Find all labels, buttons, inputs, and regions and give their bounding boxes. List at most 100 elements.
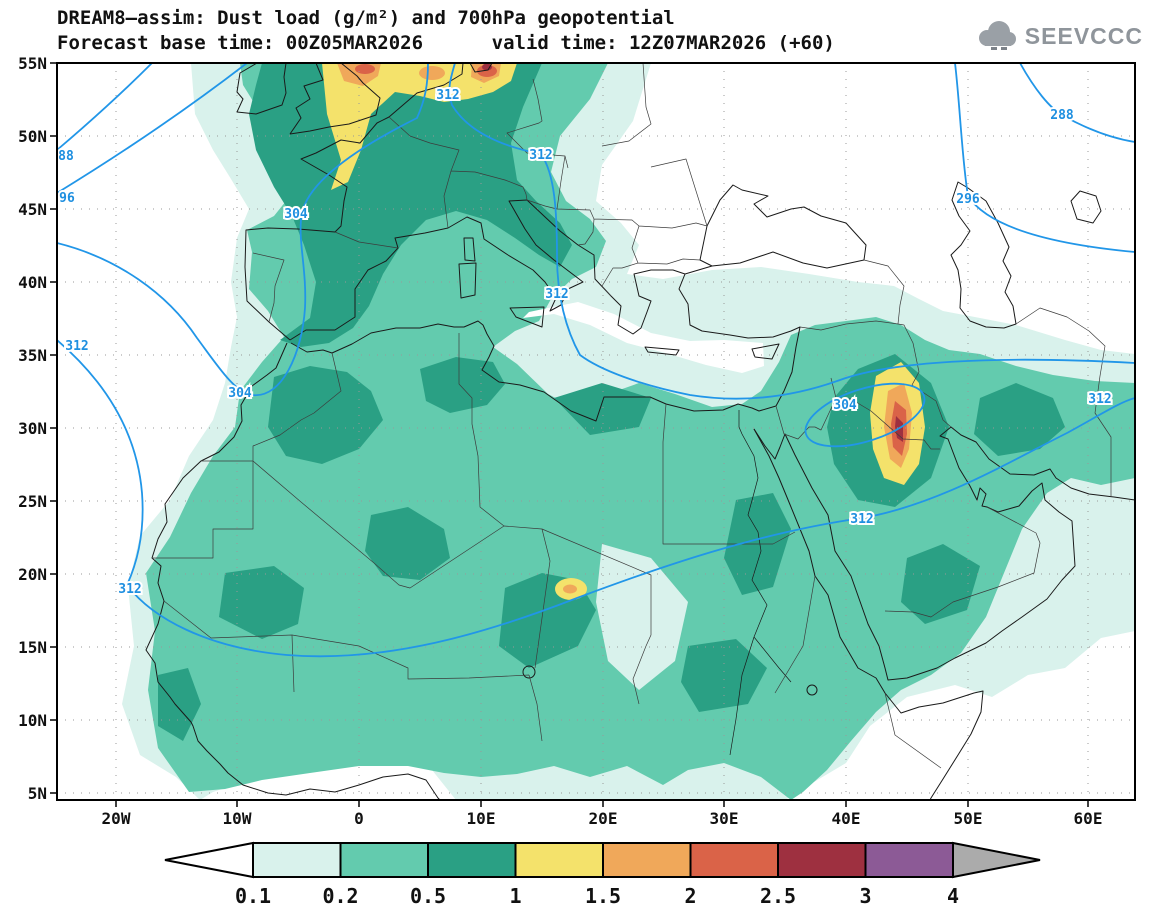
- lat-tick-label: 35N: [18, 346, 47, 365]
- coastline: [290, 273, 801, 422]
- lon-tick-label: 10W: [223, 809, 252, 828]
- lat-tick-label: 50N: [18, 127, 47, 146]
- lat-tick-label: 10N: [18, 711, 47, 730]
- lat-axis: 55N 50N 45N 40N 35N 30N 25N 20N 15N 10N …: [18, 54, 47, 803]
- colorbar-tick-label: 4: [947, 884, 959, 907]
- lat-tick-label: 30N: [18, 419, 47, 438]
- lon-tick-label: 60E: [1074, 809, 1103, 828]
- colorbar-tick-label: 0.5: [410, 884, 446, 907]
- lon-tick-label: 50E: [954, 809, 983, 828]
- dust-region: [355, 64, 375, 74]
- lat-tick-label: 25N: [18, 492, 47, 511]
- colorbar-arrow-right: [952, 841, 1041, 879]
- coastline-caspian: [950, 181, 1017, 329]
- border-line: [201, 352, 342, 462]
- coastline-island: [458, 262, 477, 299]
- contour-296: [57, 63, 248, 194]
- dust-region: [974, 383, 1065, 456]
- coastline-island: [509, 306, 545, 328]
- coastline: [526, 184, 867, 335]
- contour-312: [57, 339, 1135, 658]
- dust-region: [482, 63, 492, 71]
- dust-region: [419, 66, 445, 80]
- lake-chad: [522, 665, 536, 679]
- lon-tick-marks: [115, 800, 1089, 807]
- coastline-denmark: [469, 63, 493, 73]
- colorbar-segment: [689, 842, 779, 878]
- coastline-aral: [1070, 190, 1102, 224]
- contour-288: [1019, 63, 1135, 143]
- coastline: [753, 426, 1135, 681]
- logo-text: SEEVCCC: [1024, 22, 1143, 49]
- border-line: [534, 528, 551, 669]
- colorbar-segment: [777, 842, 867, 878]
- contour-label: 304: [228, 386, 252, 401]
- colorbar: 0.1 0.2 0.5 1 1.5 2 2.5 3 4: [164, 841, 1041, 907]
- map-frame: [50, 62, 1136, 807]
- coastline-island: [751, 343, 780, 360]
- contour-312: [448, 63, 1135, 400]
- contour-label: 312: [529, 148, 552, 163]
- contour-label: 96: [59, 191, 75, 206]
- lat-tick-label: 20N: [18, 565, 47, 584]
- contour-288: [57, 63, 153, 151]
- contour-304-closed-low: [804, 382, 926, 448]
- coastline-island: [463, 237, 476, 262]
- geopotential-labels: 88 96 304 304 312 312 312 312 312 312 31…: [57, 86, 1114, 599]
- colorbar-segment: [602, 842, 692, 878]
- lon-tick-label: 40E: [832, 809, 861, 828]
- dust-region: [901, 544, 980, 624]
- contour-label: 312: [436, 88, 459, 103]
- colorbar-tick-label: 3: [859, 884, 871, 907]
- dust-fill-0.5: [158, 63, 1065, 741]
- map-layers: 88 96 304 304 312 312 312 312 312 312 31…: [57, 63, 1135, 800]
- lat-tick-label: 5N: [28, 784, 47, 803]
- border-line: [163, 600, 543, 742]
- contour-304: [57, 63, 429, 396]
- dust-region: [563, 584, 577, 594]
- lat-tick-label: 40N: [18, 273, 47, 292]
- coastline: [145, 342, 441, 800]
- dust-region: [249, 63, 572, 347]
- seevccc-logo: SEEVCCC: [975, 20, 1143, 52]
- coastline-uk: [289, 63, 324, 135]
- coastline-island: [644, 346, 680, 356]
- lon-tick-label: 30E: [710, 809, 739, 828]
- colorbar-segment: [864, 842, 954, 878]
- contour-label: 312: [850, 512, 873, 527]
- dust-region: [268, 366, 383, 464]
- contour-296: [954, 63, 1135, 253]
- cloud-icon: [978, 21, 1016, 50]
- colorbar-labels: 0.1 0.2 0.5 1 1.5 2 2.5 3 4: [235, 884, 959, 907]
- contour-label: 312: [65, 339, 88, 354]
- lon-tick-label: 0: [354, 809, 364, 828]
- blue-nile-river: [753, 636, 792, 683]
- coastline-uk: [289, 63, 381, 135]
- coastline: [244, 63, 464, 341]
- colorbar-segment: [427, 842, 517, 878]
- colorbar-tick-label: 1.5: [585, 884, 621, 907]
- border-line: [252, 63, 708, 323]
- dust-region: [477, 65, 497, 77]
- colorbar-segment: [252, 842, 342, 878]
- geopotential-contours: [57, 63, 1135, 658]
- border-line: [152, 461, 254, 559]
- lon-axis: 20W 10W 0 10E 20E 30E 40E 50E 60E: [102, 809, 1103, 828]
- page-title: DREAM8—assim: Dust load (g/m²) and 700hP…: [57, 7, 675, 29]
- colorbar-tick-label: 2.5: [760, 884, 796, 907]
- border-line: [662, 403, 796, 545]
- colorbar-segment: [339, 842, 429, 878]
- lake-tana: [806, 684, 818, 696]
- dust-region: [596, 544, 688, 690]
- dust-region: [158, 668, 201, 741]
- dust-region: [322, 63, 517, 190]
- nile-river: [729, 410, 768, 756]
- lat-tick-marks: [50, 62, 57, 794]
- contour-label: 312: [545, 287, 568, 302]
- dust-region: [365, 507, 450, 580]
- coastline-ireland: [236, 63, 287, 115]
- lat-tick-label: 15N: [18, 638, 47, 657]
- border-line: [774, 575, 942, 769]
